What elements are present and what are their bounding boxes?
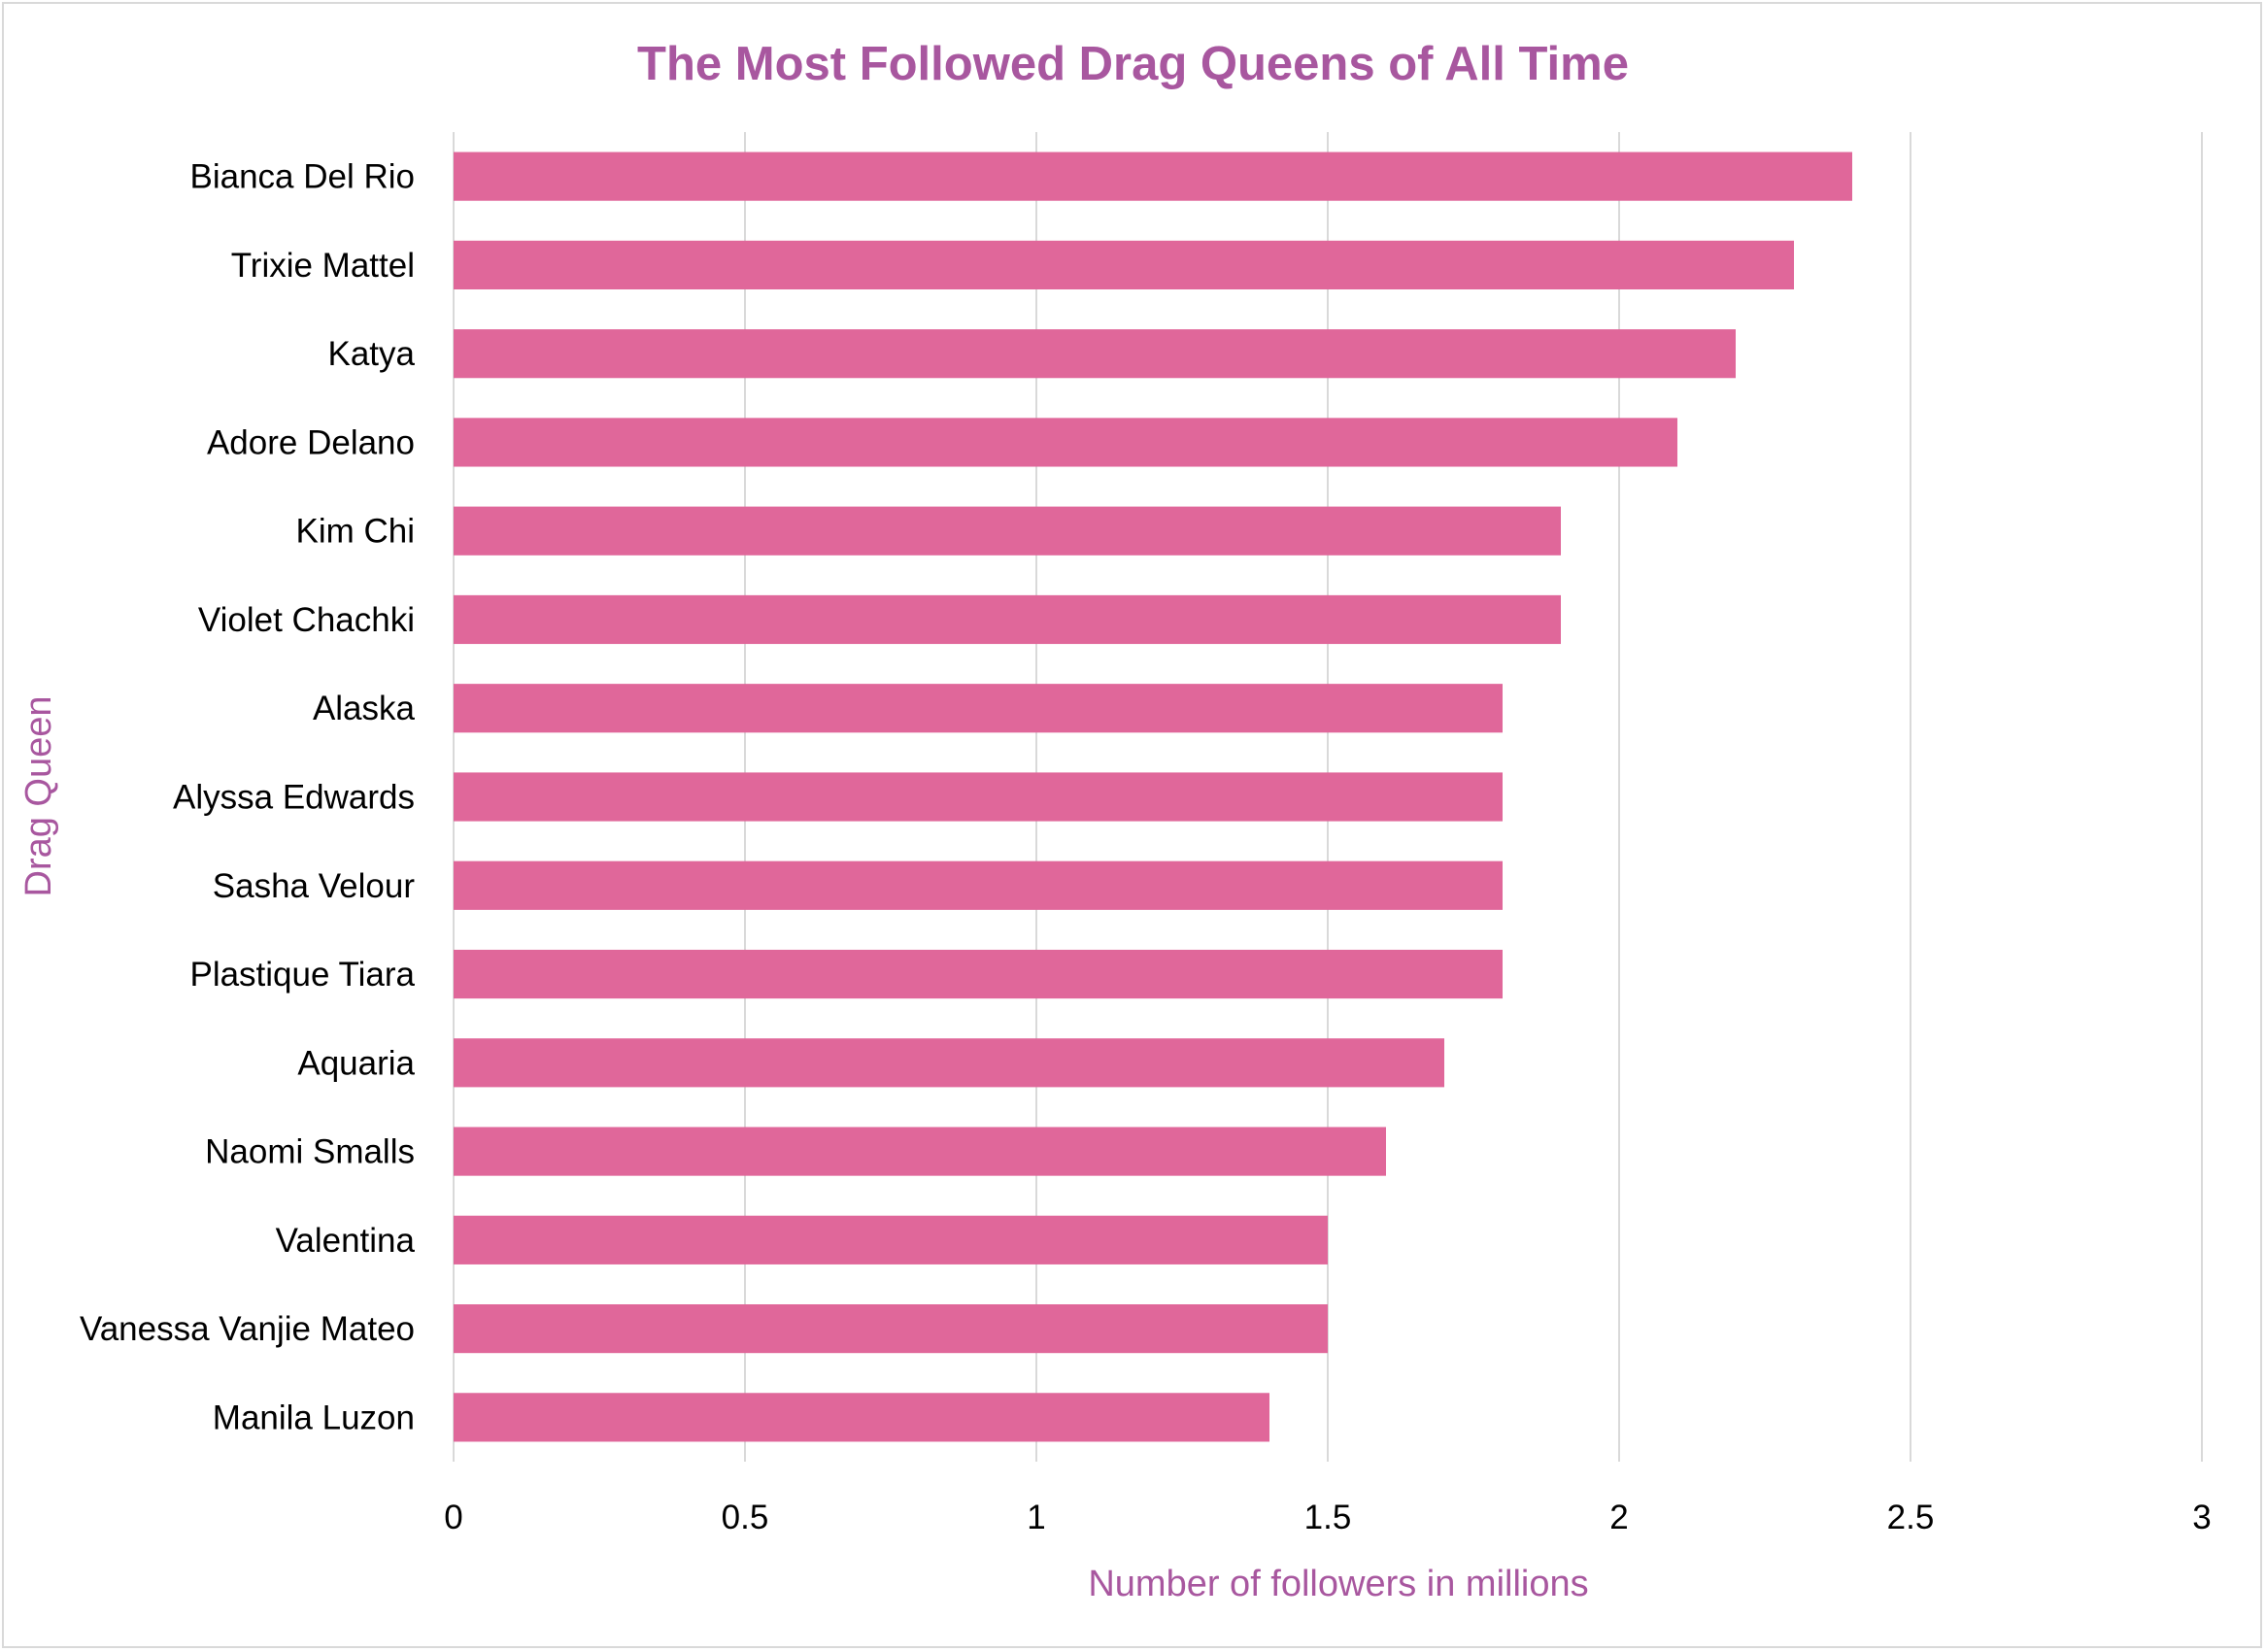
- x-tick-labels: 0 0.5 1 1.5 2 2.5 3: [444, 1499, 2211, 1536]
- bar: [454, 684, 1503, 733]
- bar: [454, 152, 1852, 201]
- bars: [454, 152, 1852, 1442]
- category-label: Sasha Velour: [213, 867, 416, 905]
- category-label: Plastique Tiara: [189, 956, 415, 994]
- bar: [454, 1127, 1386, 1176]
- x-tick-label: 2.5: [1887, 1499, 1935, 1536]
- x-tick-label: 3: [2192, 1499, 2211, 1536]
- bar: [454, 949, 1503, 999]
- category-label: Valentina: [276, 1222, 416, 1260]
- category-labels: Bianca Del Rio Trixie Mattel Katya Adore De…: [80, 158, 416, 1437]
- x-tick-label: 2: [1609, 1499, 1628, 1536]
- y-axis-title: Drag Queen: [18, 695, 59, 896]
- category-label: Naomi Smalls: [205, 1133, 415, 1171]
- x-tick-label: 1.5: [1304, 1499, 1352, 1536]
- category-label: Vanessa Vanjie Mateo: [80, 1310, 415, 1348]
- bar: [454, 1038, 1444, 1088]
- category-label: Kim Chi: [295, 513, 415, 551]
- bar: [454, 1215, 1328, 1264]
- chart-title: The Most Followed Drag Queens of All Tim…: [637, 38, 1629, 90]
- category-label: Alaska: [313, 690, 416, 727]
- bar: [454, 594, 1561, 645]
- category-label: Alyssa Edwards: [173, 779, 415, 817]
- x-tick-label: 0: [444, 1499, 462, 1536]
- bar: [454, 1304, 1328, 1354]
- bar: [454, 772, 1503, 822]
- category-label: Trixie Mattel: [231, 247, 415, 285]
- bar: [454, 240, 1794, 289]
- x-axis-title: Number of followers in millions: [1088, 1564, 1588, 1604]
- bar: [454, 418, 1677, 467]
- category-label: Manila Luzon: [213, 1399, 415, 1436]
- bar: [454, 506, 1561, 556]
- category-label: Aquaria: [297, 1044, 415, 1082]
- category-label: Violet Chachki: [198, 601, 415, 639]
- category-label: Adore Delano: [207, 423, 415, 461]
- category-label: Bianca Del Rio: [190, 158, 416, 196]
- x-tick-label: 1: [1027, 1499, 1045, 1536]
- bar: [454, 860, 1503, 910]
- category-label: Katya: [328, 335, 416, 373]
- bar: [454, 1393, 1269, 1442]
- bar: [454, 329, 1736, 379]
- x-tick-label: 0.5: [722, 1499, 769, 1536]
